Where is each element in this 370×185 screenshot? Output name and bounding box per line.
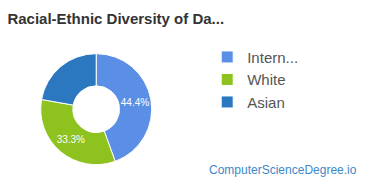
svg-text:White: White [247,71,285,88]
svg-text:Racial-Ethnic Diversity of Da.: Racial-Ethnic Diversity of Da... [7,10,224,27]
svg-text:ComputerScienceDegree.io: ComputerScienceDegree.io [209,163,357,177]
svg-text:Intern...: Intern... [247,49,298,66]
svg-text:Asian: Asian [247,94,285,111]
svg-text:44.4%: 44.4% [121,97,149,108]
svg-text:33.3%: 33.3% [57,134,85,145]
